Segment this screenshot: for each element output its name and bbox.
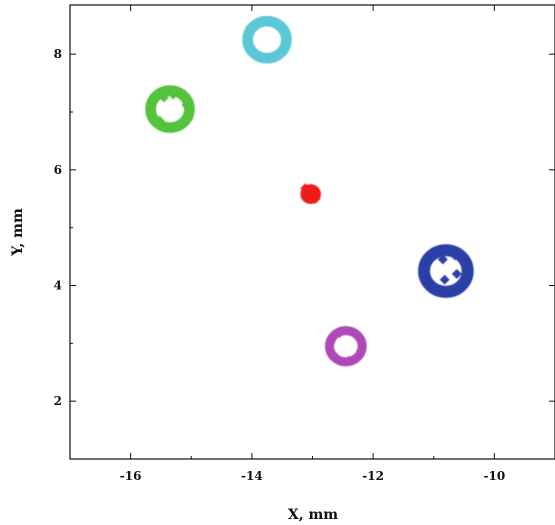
data-point [443,285,454,296]
data-point [459,277,470,287]
cluster [324,325,367,367]
data-point [325,337,336,348]
y-tick-label: 4 [54,278,62,292]
data-point [175,118,186,129]
x-tick-label: -10 [484,469,506,483]
y-axis-ticks: 2 4 6 8 [54,47,555,460]
data-point [181,100,192,111]
cluster [300,183,321,204]
y-axis-label: Y, mm [10,208,26,257]
y-tick-label: 2 [54,394,62,408]
data-point [246,47,257,58]
y-tick-label: 8 [54,47,62,61]
cluster [242,15,292,64]
data-point [146,104,157,115]
data-point [439,274,450,285]
data-point [242,34,253,45]
x-tick-label: -16 [120,469,142,483]
data-point [154,115,165,126]
data-point [183,113,194,124]
plot-area [69,4,555,460]
data-point [425,280,436,291]
data-point [310,193,321,204]
cluster [418,244,474,298]
data-marks [145,15,474,367]
x-axis-ticks: -16 -14 -12 -10 [69,5,555,483]
data-point [461,263,472,274]
cluster [145,85,195,133]
data-point [309,185,320,196]
data-point [334,327,345,338]
x-axis-label: X, mm [288,507,338,523]
data-point [302,193,313,204]
x-tick-label: -12 [362,469,384,483]
data-point [168,89,179,100]
data-point [356,345,366,356]
data-point [419,266,430,276]
data-point [354,332,365,343]
data-point [300,183,311,194]
data-point [159,92,169,103]
x-tick-label: -14 [241,469,263,483]
y-tick-label: 6 [54,163,62,177]
data-point [451,268,462,279]
data-point [245,22,256,32]
data-point [328,349,339,360]
data-point [343,355,354,366]
data-point [431,248,442,259]
